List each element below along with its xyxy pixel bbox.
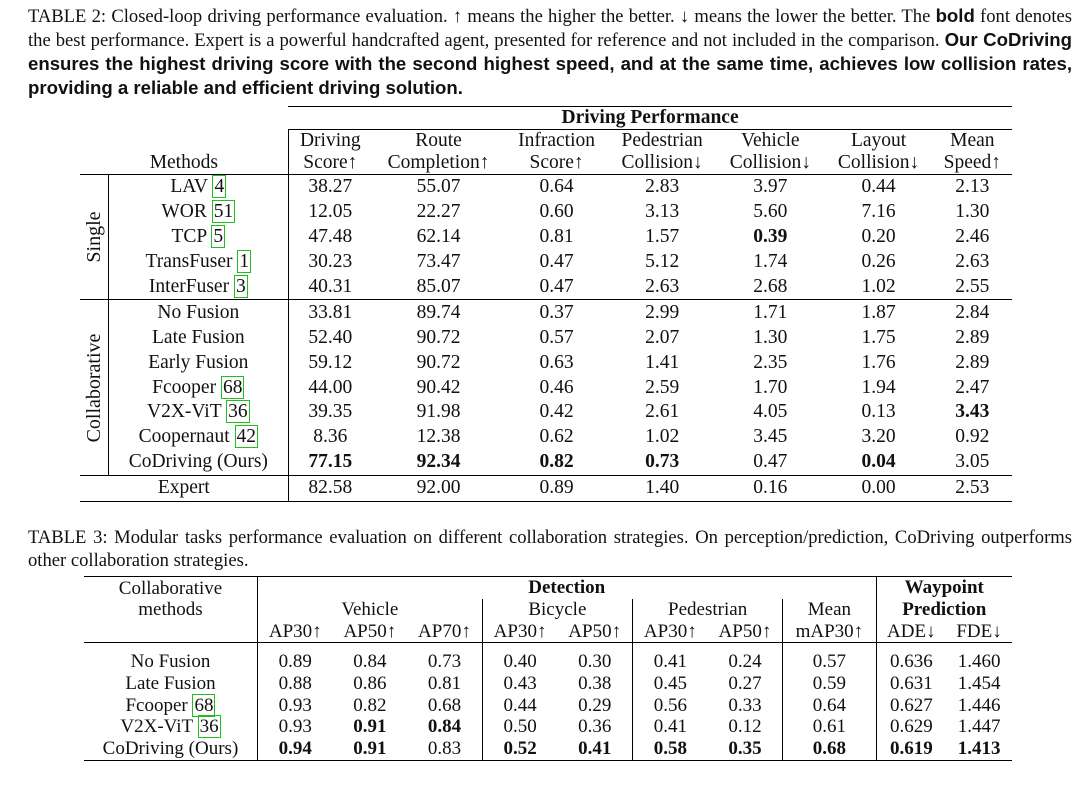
table-row: Coopernaut 42 8.36 12.38 0.62 1.02 3.45 … (80, 424, 1012, 450)
table-row: Late Fusion 52.40 90.72 0.57 2.07 1.30 1… (80, 325, 1012, 351)
method-name: Early Fusion (108, 350, 289, 376)
table3-group-bicycle: Bicycle (482, 598, 634, 621)
table3-subcol: AP30↑ (257, 620, 333, 644)
table3-waypoint-subtitle: Prediction (902, 599, 987, 621)
method-name: CoDriving (Ours) (108, 449, 289, 476)
method-name: TCP 5 (108, 224, 289, 250)
table2-col-header: Score↑ (288, 152, 372, 175)
table-row: V2X-ViT 36 39.35 91.98 0.42 2.61 4.05 0.… (80, 400, 1012, 425)
method-name: InterFuser 3 (108, 274, 289, 301)
method-name: No Fusion (108, 299, 289, 326)
method-name: Coopernaut 42 (108, 424, 289, 450)
table3-group-vehicle: Vehicle (257, 598, 483, 621)
table-row: InterFuser 3 40.31 85.07 0.47 2.63 2.68 … (80, 274, 1012, 301)
method-name: V2X-ViT 36 (108, 400, 289, 425)
table2-col-header: Speed↑ (932, 152, 1012, 175)
table-row: Late Fusion 0.88 0.86 0.81 0.43 0.38 0.4… (84, 672, 1012, 695)
table3-subcol: FDE↓ (946, 620, 1012, 644)
table2-col-header: Layout (850, 130, 907, 151)
table2-col-header: Score↑ (505, 152, 609, 175)
table2-caption-bold-sentence: Our CoDriving ensures the highest drivin… (28, 29, 1072, 98)
table-row: Single LAV 4 38.27 55.07 0.64 2.83 3.97 … (80, 174, 1012, 301)
table-row: No Fusion 0.89 0.84 0.73 0.40 0.30 0.41 … (84, 651, 1012, 673)
table-row: WOR 51 12.05 22.27 0.60 3.13 5.60 7.16 1… (80, 199, 1012, 225)
method-name: Late Fusion (108, 325, 289, 351)
citation-link[interactable]: 5 (211, 225, 226, 249)
citation-link[interactable]: 68 (192, 693, 216, 717)
table3-waypoint-title: Waypoint (876, 575, 1012, 599)
method-name: TransFuser 1 (108, 249, 289, 275)
table3-subcol: AP50↑ (557, 620, 634, 644)
table2-caption-text-2: font denotes the best performance. Exper… (28, 6, 1073, 51)
table3-subcol: AP30↑ (632, 620, 708, 644)
table-row: Expert 82.58 92.00 0.89 1.40 0.16 0.00 2… (80, 475, 1012, 502)
table2-driving-performance: Driving Performance Driving Route Infrac… (80, 106, 1012, 502)
citation-link[interactable]: 36 (226, 400, 250, 424)
table3-caption-label: TABLE 3: (28, 527, 108, 548)
citation-link[interactable]: 42 (234, 425, 258, 449)
citation-link[interactable]: 51 (211, 200, 236, 224)
method-name: WOR 51 (108, 199, 289, 225)
table-row: TransFuser 1 30.23 73.47 0.47 5.12 1.74 … (80, 249, 1012, 275)
table3-subcol: AP50↑ (707, 620, 784, 644)
citation-link[interactable]: 1 (237, 250, 252, 274)
table3-detection-title: Detection (257, 575, 877, 599)
table2-col-header: Vehicle (741, 130, 800, 151)
citation-link[interactable]: 3 (233, 275, 248, 298)
method-name: No Fusion (84, 651, 258, 673)
method-name: Fcooper 68 (84, 693, 258, 717)
table3-subcol: AP50↑ (332, 620, 408, 644)
table3-group-mean: Mean (782, 598, 877, 621)
table2-caption-label: TABLE 2: (28, 6, 107, 27)
table2-col-header: Collision↓ (608, 152, 717, 175)
group-label-collaborative: Collaborative (80, 299, 109, 476)
table3-subcol: mAP30↑ (782, 620, 877, 644)
table-row: CoDriving (Ours) 77.15 92.34 0.82 0.73 0… (80, 449, 1012, 476)
table-row: V2X-ViT 36 0.93 0.91 0.84 0.50 0.36 0.41… (84, 715, 1012, 739)
table2-col-header: Completion↑ (371, 152, 506, 175)
method-name: V2X-ViT 36 (84, 715, 258, 739)
table2-col-header: Collision↓ (716, 152, 825, 175)
table-row: Collaborative No Fusion 33.81 89.74 0.37… (80, 299, 1012, 476)
method-name: Late Fusion (84, 672, 258, 695)
citation-link[interactable]: 68 (220, 375, 245, 399)
table-row: CoDriving (Ours) 0.94 0.91 0.83 0.52 0.4… (84, 737, 1012, 761)
table2-col-header: Route (415, 130, 462, 151)
table2-caption: TABLE 2: Closed-loop driving performance… (28, 4, 1072, 100)
table3-modular-tasks: Collaborative methods Detection Waypoint … (84, 575, 1012, 761)
method-name: Fcooper 68 (108, 375, 289, 401)
table2-caption-bold-word: bold (935, 5, 975, 26)
table2-caption-text-1: Closed-loop driving performance evaluati… (106, 6, 936, 27)
table3-caption-text: Modular tasks performance evaluation on … (28, 527, 1072, 571)
method-name: CoDriving (Ours) (84, 737, 258, 761)
table2-methods-header: Methods (80, 152, 289, 175)
table3-group-pedestrian: Pedestrian (632, 598, 784, 621)
table2-section-title: Driving Performance (288, 106, 1012, 130)
citation-link[interactable]: 4 (212, 175, 227, 199)
table-row: TCP 5 47.48 62.14 0.81 1.57 0.39 0.20 2.… (80, 224, 1012, 250)
table3-caption: TABLE 3: Modular tasks performance evalu… (28, 526, 1072, 572)
table2-col-header: Infraction (518, 130, 596, 151)
table-row: Fcooper 68 44.00 90.42 0.46 2.59 1.70 1.… (80, 375, 1012, 401)
table-row: Early Fusion 59.12 90.72 0.63 1.41 2.35 … (80, 350, 1012, 376)
citation-link[interactable]: 36 (197, 715, 221, 739)
table3-subcol: AP30↑ (482, 620, 558, 644)
table2-col-header: Pedestrian (621, 130, 703, 151)
table2-col-header: Mean (950, 130, 995, 151)
table3-subcol: ADE↓ (876, 620, 947, 644)
table2-col-header: Collision↓ (824, 152, 933, 175)
table3-subcol: AP70↑ (407, 620, 483, 644)
table3-methods-header: Collaborative methods (84, 576, 258, 621)
table2-col-header: Driving (299, 130, 361, 151)
method-name: Expert (80, 475, 289, 502)
table-row: Fcooper 68 0.93 0.82 0.68 0.44 0.29 0.56… (84, 693, 1012, 717)
method-name: LAV 4 (108, 174, 289, 200)
group-label-single: Single (80, 174, 109, 301)
